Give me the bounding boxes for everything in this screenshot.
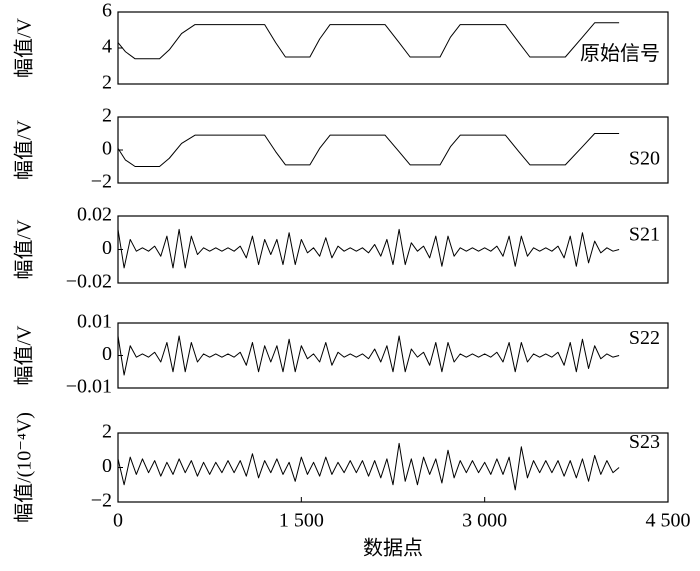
annotation: 原始信号 (580, 42, 660, 65)
annotation: S21 (629, 224, 660, 246)
signal-line (117, 335, 620, 376)
y-tick-label: 0 (102, 237, 112, 259)
x-tick-label: 4 500 (646, 510, 691, 532)
y-tick-label: 2 (102, 72, 112, 94)
y-axis-label: 幅值/V (13, 17, 36, 78)
x-tick-label: 0 (113, 510, 123, 532)
x-axis-label: 数据点 (363, 537, 423, 560)
signal-line (117, 22, 620, 60)
y-tick-label: 0.02 (77, 204, 112, 226)
plot-frame (117, 116, 669, 184)
y-tick-label: 0 (102, 455, 112, 477)
y-axis-label: 幅值/V (13, 219, 36, 280)
annotation: S23 (629, 431, 660, 453)
y-tick-label: 4 (102, 36, 112, 58)
y-axis-label: 幅值/(10⁻⁴V) (13, 412, 36, 523)
y-axis-label: 幅值/V (13, 325, 36, 386)
signal-line (117, 228, 620, 269)
y-tick-label: 0.01 (77, 311, 112, 333)
y-tick-label: −0.01 (66, 376, 112, 398)
signal-line (117, 442, 620, 491)
y-tick-label: 0 (102, 138, 112, 160)
x-tick-label: 3 000 (462, 510, 507, 532)
y-tick-label: 6 (102, 0, 112, 22)
y-tick-label: 0 (102, 343, 112, 365)
y-tick-label: 2 (102, 105, 112, 127)
annotation: S20 (629, 147, 660, 169)
y-tick-label: −2 (91, 490, 112, 512)
y-tick-label: 2 (102, 421, 112, 443)
x-tick-label: 1 500 (279, 510, 324, 532)
y-tick-label: −2 (91, 171, 112, 193)
plot-frame (117, 432, 669, 503)
signal-line (117, 133, 620, 167)
y-axis-label: 幅值/V (13, 119, 36, 180)
annotation: S22 (629, 327, 660, 349)
y-tick-label: −0.02 (66, 271, 112, 293)
